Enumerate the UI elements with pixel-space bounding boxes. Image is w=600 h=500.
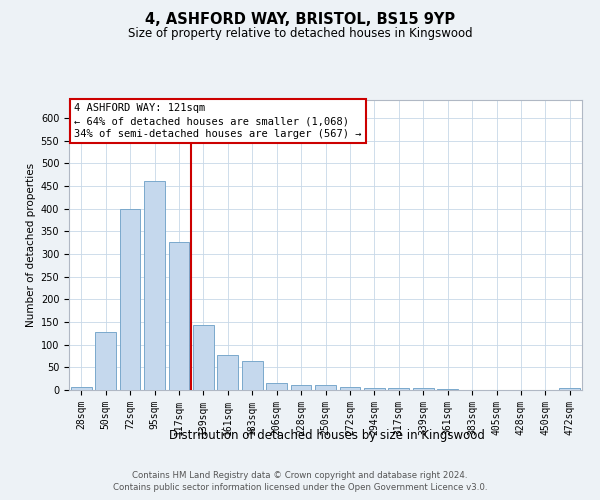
Bar xyxy=(193,325,214,390)
Text: Contains public sector information licensed under the Open Government Licence v3: Contains public sector information licen… xyxy=(113,483,487,492)
Text: 4 ASHFORD WAY: 121sqm
← 64% of detached houses are smaller (1,068)
34% of semi-d: 4 ASHFORD WAY: 121sqm ← 64% of detached … xyxy=(74,103,362,140)
Text: Distribution of detached houses by size in Kingswood: Distribution of detached houses by size … xyxy=(169,428,485,442)
Y-axis label: Number of detached properties: Number of detached properties xyxy=(26,163,37,327)
Bar xyxy=(144,180,165,390)
Text: Size of property relative to detached houses in Kingswood: Size of property relative to detached ho… xyxy=(128,28,472,40)
Bar xyxy=(71,387,92,390)
Bar xyxy=(95,332,116,390)
Text: 4, ASHFORD WAY, BRISTOL, BS15 9YP: 4, ASHFORD WAY, BRISTOL, BS15 9YP xyxy=(145,12,455,28)
Bar xyxy=(364,388,385,390)
Bar xyxy=(413,388,434,390)
Bar xyxy=(242,360,263,390)
Text: Contains HM Land Registry data © Crown copyright and database right 2024.: Contains HM Land Registry data © Crown c… xyxy=(132,472,468,480)
Bar xyxy=(266,383,287,390)
Bar xyxy=(437,388,458,390)
Bar xyxy=(559,388,580,390)
Bar xyxy=(119,209,140,390)
Bar xyxy=(217,354,238,390)
Bar xyxy=(290,385,311,390)
Bar xyxy=(315,384,336,390)
Bar xyxy=(340,388,361,390)
Bar xyxy=(169,242,190,390)
Bar xyxy=(388,388,409,390)
